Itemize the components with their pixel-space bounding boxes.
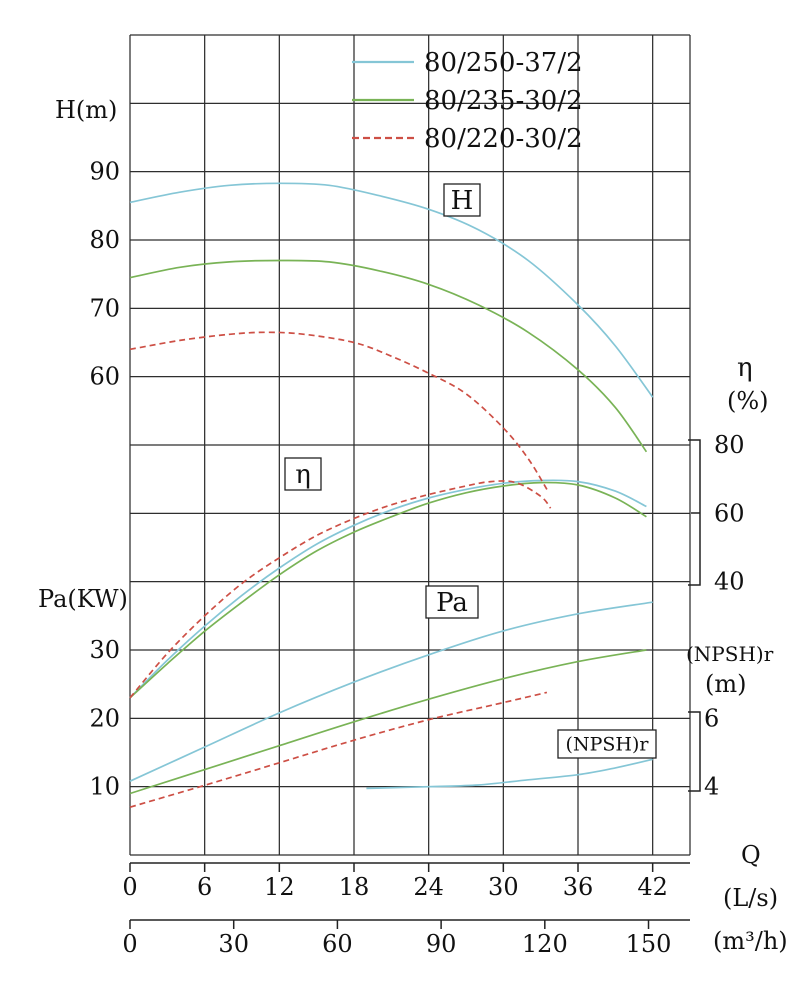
curve-eta-80/250-37/2 [129,479,647,699]
pa-tick-label: 20 [89,704,120,732]
annotation-pa: Pa [425,585,479,619]
eta-tick-label: 80 [714,431,745,459]
annotation-h: H [443,183,481,217]
x-tick-m3h: 60 [322,930,353,958]
q-m3h-units-label: (m³/h) [713,927,788,955]
eta-tick-label: 40 [714,568,745,596]
npshr-tick-label: 4 [704,773,719,801]
x-tick-m3h: 150 [626,930,672,958]
legend-label-0: 80/250-37/2 [424,48,583,78]
x-tick-ls: 42 [637,873,668,901]
eta-axis-title: η [737,353,753,383]
grid [129,34,691,856]
x-tick-ls: 30 [488,873,519,901]
legend-label-1: 80/235-30/2 [424,86,583,116]
curve-eta-80/220-30/2 [129,480,552,699]
eta-tick-label: 60 [714,499,745,527]
annotation-text-pa: Pa [436,588,468,618]
annotation-text-eta: η [295,460,311,490]
legend: 80/250-37/2 80/235-30/2 80/220-30/2 [352,48,583,154]
pa-tick-label: 30 [89,636,120,664]
h-tick-label: 80 [89,226,120,254]
h-tick-label: 60 [89,363,120,391]
x-axes: 0 6 12 18 24 30 36 42 0 30 60 90 120 150 [122,862,690,958]
legend-label-2: 80/220-30/2 [424,124,583,154]
npshr-axis-title: (NPSH)r [686,642,774,666]
pa-tick-label: 10 [89,773,120,801]
npshr-scale-bracket [688,711,701,792]
curve-H-80/250-37/2 [129,182,654,398]
x-tick-m3h: 0 [122,930,137,958]
h-tick-label: 90 [89,158,120,186]
eta-units-label: (%) [727,387,769,415]
eta-scale-bracket [688,439,701,586]
npshr-units-label: (m) [705,670,747,698]
curve-NPSHr-80/250-37/2 [366,758,653,790]
q-axis-title: Q [741,841,761,869]
annotation-eta: η [284,457,322,491]
x-tick-m3h: 30 [218,930,249,958]
x-tick-m3h: 90 [426,930,457,958]
npshr-tick-label: 6 [704,704,719,732]
curve-Pa-80/250-37/2 [129,601,653,782]
annotation-text-h: H [451,186,474,216]
curve-H-80/235-30/2 [129,259,648,453]
curve-Pa-80/220-30/2 [129,691,548,809]
curve-H-80/220-30/2 [129,331,548,490]
x-tick-ls: 6 [197,873,212,901]
h-axis-title: H(m) [55,96,118,124]
x-tick-ls: 24 [413,873,444,901]
x-tick-ls: 12 [264,873,295,901]
pa-axis-title: Pa(KW) [38,585,128,613]
annotation-npshr: (NPSH)r [557,729,657,759]
x-tick-ls: 0 [122,873,137,901]
x-tick-m3h: 120 [522,930,568,958]
axis-tick-labels: 90 80 70 60 30 20 10 80 60 40 6 4 [89,158,744,801]
annotation-text-npshr: (NPSH)r [566,734,650,756]
h-tick-label: 70 [89,294,120,322]
q-ls-units-label: (L/s) [723,884,779,912]
x-tick-ls: 18 [339,873,370,901]
curve-Pa-80/235-30/2 [129,649,647,795]
curve-eta-80/235-30/2 [129,481,647,699]
x-tick-ls: 36 [563,873,594,901]
